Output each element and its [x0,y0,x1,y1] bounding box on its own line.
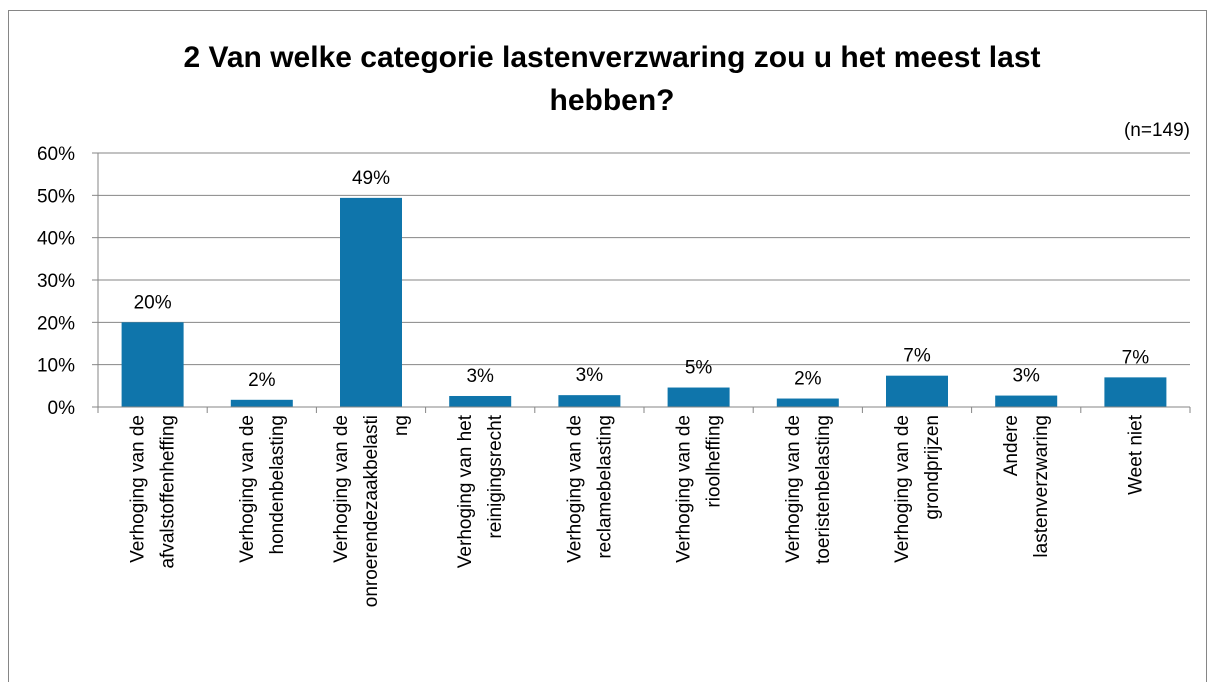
y-tick-label: 0% [48,398,76,419]
bar [449,395,512,407]
bar [886,375,948,407]
y-tick-label: 10% [37,356,75,377]
data-label: 3% [466,366,494,387]
data-label: 2% [794,369,822,390]
x-tick-label: Verhoging van de grondprijzen [892,415,943,563]
data-label: 3% [576,365,604,386]
x-tick-label: Verhoging van de onroerendezaakbelasti ng [331,415,412,607]
bar [1104,377,1167,407]
y-tick-label: 20% [37,313,75,334]
data-label: 5% [685,358,713,379]
y-tick-label: 30% [37,271,75,292]
data-label: 7% [1122,347,1150,368]
data-label: 49% [352,168,390,189]
y-tick-label: 50% [37,186,75,207]
chart-subtitle: (n=149) [1124,120,1190,141]
bar [230,399,293,407]
x-tick-label: Verhoging van de hondenbelasting [237,415,288,563]
x-tick-label: Verhoging van de reclamebelasting [564,415,615,563]
bar [995,395,1058,407]
x-tick-label: Verhoging van de toeristenbelasting [783,415,834,564]
chart-title: 2 Van welke categorie lastenverzwaring z… [184,41,1041,117]
x-tick-label: Verhoging van de afvalstoffenheffing [128,415,179,569]
bar [340,197,402,407]
bar [558,395,621,407]
bar [121,322,184,407]
bar [667,387,730,407]
chart-border [8,10,1207,682]
data-label: 7% [903,346,931,367]
y-tick-label: 60% [37,144,75,165]
x-tick-label: Andere lastenverzwaring [1001,415,1052,558]
data-label: 2% [248,370,276,391]
x-tick-label: Verhoging van de rioolheffing [674,415,725,563]
x-tick-label: Verhoging van het reinigingsrecht [455,414,506,568]
y-tick-label: 40% [37,229,75,250]
bar [776,398,839,407]
data-label: 20% [134,292,172,313]
data-label: 3% [1012,366,1040,387]
x-tick-label: Weet niet [1125,414,1146,495]
